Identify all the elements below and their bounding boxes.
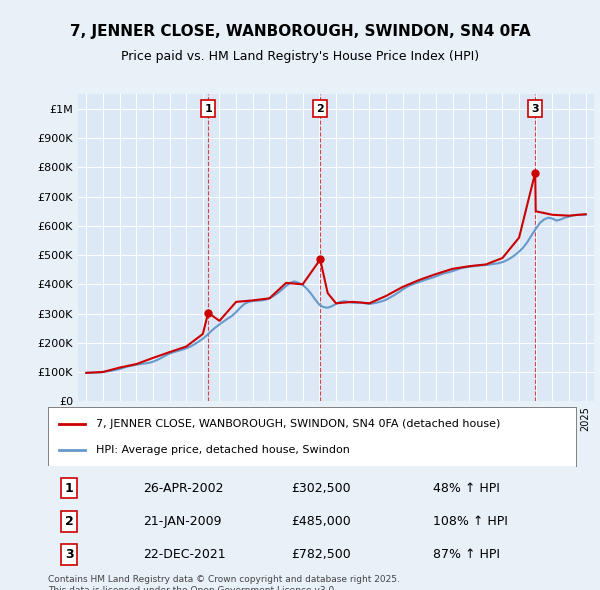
Text: 3: 3 (65, 548, 73, 561)
Text: 108% ↑ HPI: 108% ↑ HPI (433, 514, 508, 528)
Text: 87% ↑ HPI: 87% ↑ HPI (433, 548, 500, 561)
Text: 26-APR-2002: 26-APR-2002 (143, 481, 224, 494)
Text: Contains HM Land Registry data © Crown copyright and database right 2025.
This d: Contains HM Land Registry data © Crown c… (48, 575, 400, 590)
Text: 21-JAN-2009: 21-JAN-2009 (143, 514, 221, 528)
Text: 22-DEC-2021: 22-DEC-2021 (143, 548, 226, 561)
Text: 3: 3 (532, 104, 539, 114)
Text: 7, JENNER CLOSE, WANBOROUGH, SWINDON, SN4 0FA (detached house): 7, JENNER CLOSE, WANBOROUGH, SWINDON, SN… (95, 419, 500, 428)
Text: 2: 2 (316, 104, 324, 114)
Text: Price paid vs. HM Land Registry's House Price Index (HPI): Price paid vs. HM Land Registry's House … (121, 50, 479, 63)
Text: 7, JENNER CLOSE, WANBOROUGH, SWINDON, SN4 0FA: 7, JENNER CLOSE, WANBOROUGH, SWINDON, SN… (70, 24, 530, 38)
Text: HPI: Average price, detached house, Swindon: HPI: Average price, detached house, Swin… (95, 445, 349, 454)
Text: 1: 1 (65, 481, 73, 494)
Text: 2: 2 (65, 514, 73, 528)
Text: £782,500: £782,500 (291, 548, 350, 561)
Text: 1: 1 (204, 104, 212, 114)
Text: £485,000: £485,000 (291, 514, 350, 528)
Text: 48% ↑ HPI: 48% ↑ HPI (433, 481, 500, 494)
Text: £302,500: £302,500 (291, 481, 350, 494)
